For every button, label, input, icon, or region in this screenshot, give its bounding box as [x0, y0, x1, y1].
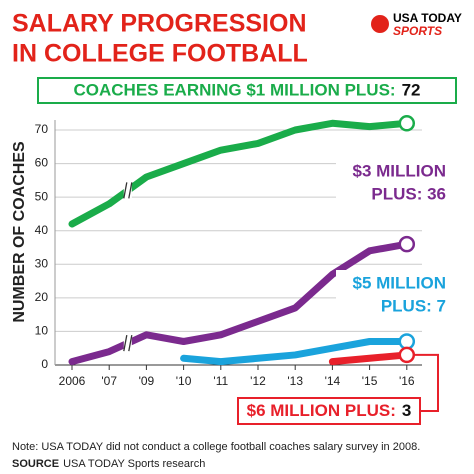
y-tick-label: 70: [35, 122, 49, 136]
series-line: [180, 338, 411, 366]
series-line: [328, 351, 411, 366]
series-label: $3 MILLION: [352, 161, 446, 180]
axis-break: [123, 335, 133, 352]
label-bg: [336, 158, 450, 208]
series-label: PLUS: 7: [381, 296, 446, 315]
series-label-text: COACHES EARNING $1 MILLION PLUS:: [73, 81, 395, 100]
label-connector: [413, 353, 439, 412]
axis-break: [123, 181, 132, 200]
x-tick-label: '07: [101, 374, 117, 388]
y-tick-label: 20: [35, 290, 49, 304]
series-label: PLUS: 36: [371, 184, 446, 203]
title-line: SALARY PROGRESSION: [12, 10, 307, 38]
end-marker: [398, 115, 416, 132]
x-tick-label: '12: [250, 374, 266, 388]
note: Note: USA TODAY did not conduct a colleg…: [12, 441, 420, 453]
label-box: [37, 77, 457, 104]
title-line: IN COLLEGE FOOTBALL: [12, 40, 308, 68]
logo-text: USA TODAY: [393, 11, 462, 25]
x-tick-label: '11: [213, 374, 228, 388]
source: SOURCE USA TODAY Sports research: [12, 458, 205, 470]
label-bg: [336, 270, 450, 320]
x-tick-label: '15: [362, 374, 378, 388]
x-tick-label: '16: [399, 374, 415, 388]
y-tick-label: 30: [35, 256, 49, 270]
end-marker: [398, 235, 416, 253]
logo-dot: [371, 15, 389, 33]
series-label: COACHES EARNING $1 MILLION PLUS: 72: [73, 81, 420, 100]
x-tick-label: '14: [325, 374, 341, 388]
logo-text: SPORTS: [393, 24, 442, 38]
y-tick-label: 50: [35, 189, 49, 203]
series-label: $5 MILLION: [352, 273, 446, 292]
y-tick-label: 60: [35, 156, 49, 170]
y-tick-label: 0: [41, 357, 48, 371]
y-axis-label: NUMBER OF COACHES: [11, 141, 28, 323]
source-label: SOURCE: [12, 458, 59, 470]
series-label-value: 72: [402, 81, 421, 100]
series-label-value: 3: [402, 401, 411, 420]
x-tick-label: '10: [176, 374, 192, 388]
axis-break: [123, 182, 133, 199]
label-box: [237, 397, 421, 425]
x-tick-label: 2006: [59, 374, 86, 388]
axis-break: [123, 334, 132, 353]
y-tick-label: 10: [35, 324, 49, 338]
x-tick-label: '09: [139, 374, 155, 388]
end-marker: [398, 333, 416, 350]
source-text: USA TODAY Sports research: [63, 458, 205, 470]
y-tick-label: 40: [35, 223, 49, 237]
series-label: $6 MILLION PLUS: 3: [247, 401, 412, 420]
end-marker: [398, 346, 416, 364]
series-label-text: $6 MILLION PLUS:: [247, 401, 396, 420]
x-tick-label: '13: [287, 374, 303, 388]
